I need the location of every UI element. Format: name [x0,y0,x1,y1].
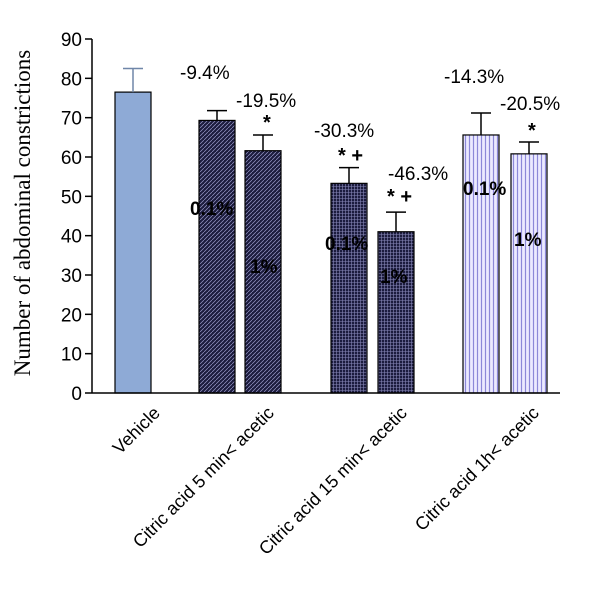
y-tick-label: 10 [61,345,82,366]
significance-marker: * [263,112,271,134]
concentration-label: 1% [380,267,408,288]
x-category-label: Citric acid 15 min< acetic [255,403,411,559]
significance-marker: * + [338,145,363,167]
x-category-label: Vehicle [109,403,164,458]
y-tick-label: 90 [61,30,82,51]
bar [510,153,548,394]
percent-change-label: -46.3% [388,164,448,185]
bars-group [114,67,548,394]
y-tick-label: 60 [61,148,82,169]
percent-change-label: -20.5% [500,94,560,115]
percent-change-label: -30.3% [314,121,374,142]
bar [377,231,415,394]
labels-group: -9.4%0.1%-19.5%*1%-30.3%* +0.1%-46.3%* +… [180,63,560,288]
bar [244,150,282,394]
y-tick-label: 50 [61,187,82,208]
significance-marker: * [528,120,536,142]
concentration-label: 0.1% [325,234,368,255]
concentration-label: 1% [514,230,542,251]
y-tick-label: 30 [61,266,82,287]
significance-marker: * + [387,186,412,208]
concentration-label: 1% [250,257,278,278]
y-axis: 0 10 20 30 40 50 60 70 80 90 [61,30,93,405]
y-tick-label: 20 [61,305,82,326]
x-category-label: Citric acid 1h< acetic [411,403,543,535]
bar [462,134,500,394]
y-tick-label: 80 [61,69,82,90]
concentration-label: 0.1% [463,179,506,200]
bar [198,119,236,394]
percent-change-label: -19.5% [236,91,296,112]
y-tick-label: 0 [71,384,82,405]
bar [330,182,368,394]
y-axis-label: Number of abdominal constrictions [10,50,35,376]
concentration-label: 0.1% [190,199,233,220]
y-tick-label: 70 [61,109,82,130]
bar [114,91,152,394]
percent-change-label: -14.3% [444,67,504,88]
y-tick-label: 40 [61,227,82,248]
percent-change-label: -9.4% [180,63,230,84]
